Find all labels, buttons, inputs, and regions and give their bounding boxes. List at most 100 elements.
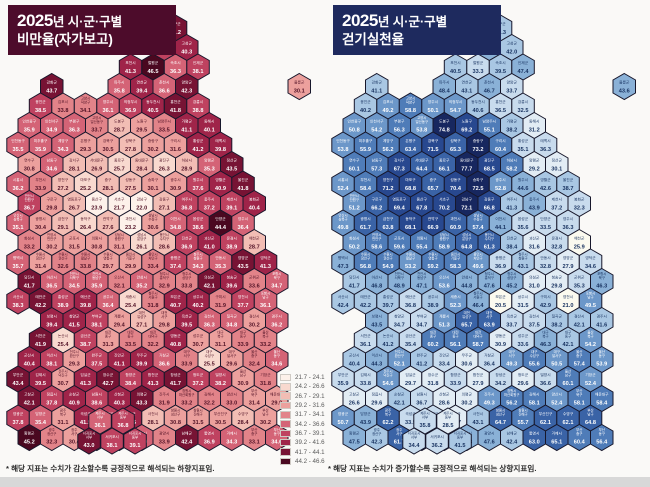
hex-name-label: 중원구 (440, 236, 449, 241)
hex-name-label: 단양군 (540, 216, 551, 221)
hex-value-label: 35.6 (518, 225, 529, 231)
hex-name-label: 진주시 (159, 392, 169, 397)
hex-name-label: 장안구 (36, 256, 45, 261)
hex-value-label: 21.7 (114, 206, 125, 212)
hex-value-label: 58.9 (439, 245, 450, 251)
hex-name-label: 거제시 (227, 431, 237, 436)
hex-value-label: 42.3 (371, 440, 382, 446)
hex-value-label: 39.4 (136, 89, 148, 95)
hex-name-label: 군산시 (349, 353, 359, 358)
hex-value-label: 42.4 (338, 303, 350, 309)
hex-name-label: 익산시 (47, 353, 57, 358)
hex-name-label: 수원시 (81, 251, 90, 256)
hex-value-label: 37.8 (13, 420, 24, 426)
hex-value-label: 35.9 (24, 128, 35, 134)
hex-name-label: 광양시 (484, 431, 494, 436)
hex-shape (425, 427, 449, 455)
hex-name-label: 부산 (251, 427, 257, 432)
hex-value-label: 68.5 (484, 167, 495, 173)
hex-value-label: 42.2 (360, 303, 371, 309)
hex-value-label: 41.0 (204, 245, 215, 251)
hex-value-label: 38.7 (80, 342, 91, 348)
hex-value-label: 30.6 (148, 225, 159, 231)
hex-name-label: 용산구 (92, 197, 103, 202)
hex-value-label: 30.8 (24, 167, 35, 173)
hex-name-label: 원주시 (518, 177, 528, 182)
hex-value-label: 29.8 (159, 323, 170, 329)
hex-value-label: 35.1 (518, 147, 529, 153)
hex-value-label: 59.6 (394, 245, 405, 251)
hex-value-label: 30.8 (170, 420, 181, 426)
hex-value-label: 57.4 (473, 225, 485, 231)
hex-name-label: 양양군 (507, 80, 518, 85)
hex-value-label: 56.1 (450, 342, 461, 348)
hex-value-label: 33.8 (58, 108, 69, 114)
hex-name-label: 청주시 (148, 290, 157, 295)
hex-name-label: 영동군 (170, 333, 181, 338)
hex-name-label: 청도군 (518, 372, 529, 377)
hex-name-label: 기장군 (260, 372, 271, 377)
hex-value-label: 33.9 (181, 362, 192, 368)
hex-value-label: 29.9 (271, 401, 282, 407)
hex-tile: 해운대구 58.4 (590, 384, 614, 413)
hex-name-label: 일산동구 (416, 119, 428, 124)
legend-row: 31.7 - 34.1 (280, 410, 325, 419)
hex-name-label: 구로구 (47, 198, 58, 202)
hex-name-label: 대덕구 (148, 334, 157, 339)
hex-name-label: 정선군 (552, 158, 563, 163)
hex-value-label: 36.4 (103, 303, 115, 309)
hex-value-label: 41.7 (170, 381, 181, 387)
hex-value-label: 23.2 (125, 225, 136, 231)
hex-value-label: 36.1 (95, 423, 106, 429)
hex-value-label: 55.6 (529, 362, 540, 368)
hex-name-label: 은평구 (80, 138, 91, 143)
hex-name-label: 서구 (184, 353, 190, 358)
hex-name-label: 경산시 (249, 314, 259, 319)
hex-name-label: 남동구 (372, 158, 383, 163)
hex-value-label: 63.0 (529, 440, 540, 446)
hex-value-label: 31.1 (215, 342, 226, 348)
hex-name-label: 광진구 (484, 158, 495, 163)
hex-name-label: 청도군 (193, 372, 204, 377)
hex-value-label: 60.1 (563, 381, 574, 387)
hex-name-label: 종로구 (114, 159, 125, 163)
hex-value-label: 35.3 (215, 264, 226, 270)
hex-name-label: 유성구 (462, 314, 471, 319)
hex-value-label: 30.2 (461, 401, 472, 407)
hex-value-label: 45.2 (24, 440, 35, 446)
hex-name-label: 옥천군 (182, 314, 193, 319)
hex-value-label: 40.2 (360, 108, 371, 114)
hex-value-label: 31.5 (518, 303, 529, 309)
hex-name-label: 강남구 (137, 197, 148, 202)
hex-value-label: 33.4 (148, 264, 160, 270)
hex-name-label: 수정구 (473, 217, 482, 222)
hex-name-label: 함양군 (450, 372, 461, 377)
hex-value-label: 34.2 (495, 381, 506, 387)
hex-value-label: 32.8 (540, 264, 551, 270)
hex-value-label: 52.4 (585, 381, 597, 387)
hex-value-label: 37.5 (529, 323, 540, 329)
hex-value-label: 60.4 (495, 147, 507, 153)
hex-value-label: 65.7 (428, 186, 439, 192)
legend-swatch (280, 438, 291, 447)
hex-value-label: 56.2 (383, 147, 394, 153)
hex-value-label: 28.4 (238, 420, 250, 426)
hex-name-label: 영덕군 (260, 255, 271, 260)
hex-name-label: 성동구 (450, 177, 461, 182)
hex-name-label: 진주시 (484, 392, 494, 397)
hex-name-label: 춘천시 (484, 80, 494, 85)
hex-name-label: 달서구 (227, 353, 236, 358)
hex-value-label: 26.6 (349, 401, 360, 407)
hex-name-label: 곡성군 (405, 411, 416, 416)
hex-value-label: 64.8 (585, 420, 596, 426)
legend-swatch (280, 457, 291, 466)
hex-value-label: 39.9 (136, 362, 147, 368)
hex-name-label: 강동구 (484, 197, 495, 202)
hex-name-label: 영통구 (428, 256, 437, 261)
hex-name-label: 북구 (217, 334, 223, 339)
hex-name-label: 의왕시 (417, 236, 427, 241)
